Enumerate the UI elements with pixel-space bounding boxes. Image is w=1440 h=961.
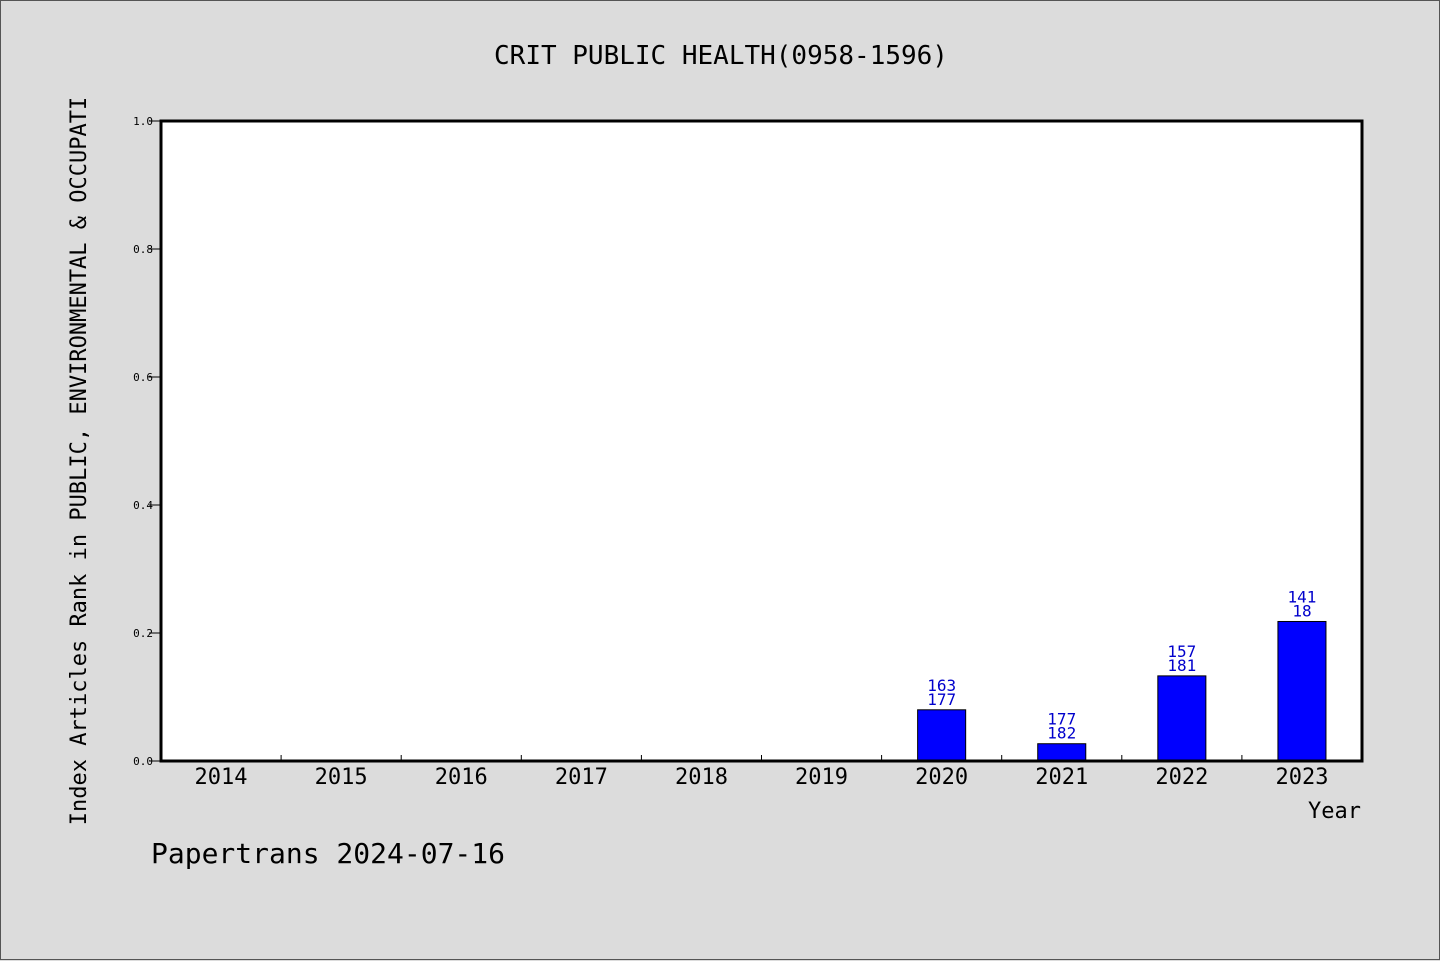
bar-2021 [1037, 743, 1087, 762]
bar-label-bottom: 182 [1047, 724, 1076, 743]
x-tick-label: 2018 [675, 765, 728, 790]
bar-label-bottom: 177 [927, 690, 956, 709]
x-tick-label: 2022 [1155, 765, 1208, 790]
x-tick-label: 2014 [195, 765, 248, 790]
y-tick-label: 0.4 [133, 499, 153, 512]
y-tick-label: 0.6 [133, 371, 153, 384]
chart-title: CRIT PUBLIC HEALTH(0958-1596) [494, 41, 948, 71]
bar-2023 [1277, 620, 1327, 762]
x-axis-label: Year [1308, 799, 1361, 824]
ticks-group: 0.0 0.2 0.4 0.6 0.8 1.0 2014 2015 2016 2017 2018 20… [133, 115, 1328, 790]
bar-label-bottom: 181 [1167, 656, 1196, 675]
plot-border [159, 119, 1364, 763]
bar-label-bottom: 18 [1292, 601, 1311, 620]
x-tick-label: 2020 [915, 765, 968, 790]
y-tick-label: 0.8 [133, 243, 153, 256]
x-tick-label: 2016 [435, 765, 488, 790]
footer-text: Papertrans 2024-07-16 [151, 837, 505, 870]
bar-label-top: 163 [927, 676, 956, 695]
y-axis-label: Index Articles Rank in PUBLIC, ENVIRONME… [67, 97, 92, 825]
x-tick-label: 2017 [555, 765, 608, 790]
x-tick-label: 2021 [1035, 765, 1088, 790]
bar-2022 [1157, 675, 1207, 762]
x-tick-label: 2023 [1275, 765, 1328, 790]
y-tick-label: 0.2 [133, 627, 153, 640]
y-tick-label: 1.0 [133, 115, 153, 128]
bar-label-top: 177 [1047, 710, 1076, 729]
bar-2020 [917, 709, 967, 762]
x-tick-label: 2019 [795, 765, 848, 790]
bar-label-top: 141 [1287, 587, 1316, 606]
plot-area [161, 121, 1362, 761]
bar-label-top: 157 [1167, 642, 1196, 661]
y-tick-label: 0.0 [133, 755, 153, 768]
x-tick-label: 2015 [315, 765, 368, 790]
